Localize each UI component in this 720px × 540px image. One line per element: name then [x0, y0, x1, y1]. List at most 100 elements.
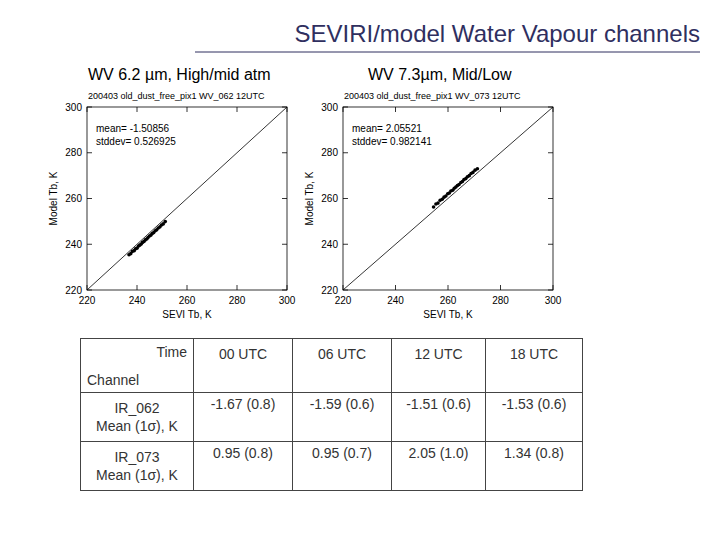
x-tick-top — [395, 107, 396, 112]
row-label-line: IR_073 — [85, 448, 189, 466]
x-tick-label: 300 — [279, 295, 296, 306]
x-axis-label: SEVI Tb, K — [423, 309, 473, 320]
y-axis-label: Model Tb, K — [48, 171, 59, 225]
summary-table: Time Channel00 UTC06 UTC12 UTC18 UTC IR_06… — [80, 338, 583, 491]
y-tick-label: 220 — [321, 285, 338, 296]
x-tick-top — [237, 107, 238, 112]
annotation: mean= 2.05521 — [352, 123, 422, 134]
corner-time: Time — [81, 343, 193, 361]
plot-area — [343, 107, 553, 290]
y-tick-right — [282, 152, 287, 153]
y-axis-label: Model Tb, K — [304, 171, 315, 225]
x-tick-top — [187, 107, 188, 112]
y-tick-label: 300 — [321, 102, 338, 113]
x-tick-label: 300 — [545, 295, 562, 306]
annotation: mean= -1.50856 — [96, 123, 170, 134]
table-cell: 1.34 (0.8) — [486, 442, 583, 491]
panel-title: WV 7.3µm, Mid/Low — [368, 66, 512, 83]
x-tick — [448, 285, 449, 290]
x-axis-label: SEVI Tb, K — [162, 309, 212, 320]
y-tick-right — [282, 244, 287, 245]
column-header: 18 UTC — [486, 339, 583, 393]
x-tick-label: 280 — [492, 295, 509, 306]
x-tick-label: 260 — [179, 295, 196, 306]
table-cell: -1.59 (0.6) — [293, 393, 392, 442]
y-tick-right — [548, 244, 553, 245]
y-tick — [343, 198, 348, 199]
title-rule — [195, 52, 700, 53]
y-tick-right — [282, 198, 287, 199]
row-label-line: Mean (1σ), K — [85, 466, 189, 484]
header-row: Time Channel00 UTC06 UTC12 UTC18 UTC — [81, 339, 583, 393]
x-tick — [237, 285, 238, 290]
x-tick — [187, 285, 188, 290]
y-tick-label: 240 — [321, 239, 338, 250]
y-tick — [343, 244, 348, 245]
data-row: IR_062Mean (1σ), K-1.67 (0.8)-1.59 (0.6)… — [81, 393, 583, 442]
x-tick-label: 240 — [129, 295, 146, 306]
one-to-one-line — [343, 107, 553, 290]
y-tick — [87, 198, 92, 199]
x-tick-label: 220 — [79, 295, 96, 306]
x-tick — [395, 285, 396, 290]
y-tick — [343, 107, 348, 108]
y-tick-right — [548, 198, 553, 199]
plot-frame — [87, 107, 287, 290]
y-tick — [87, 107, 92, 108]
x-tick-top — [343, 107, 344, 112]
y-tick-right — [282, 290, 287, 291]
row-label: IR_073Mean (1σ), K — [81, 442, 194, 491]
y-tick-label: 280 — [321, 147, 338, 158]
chart-subtitle: 200403 old_dust_free_pix1 WV_073 12UTC — [344, 91, 521, 101]
panel-title: WV 6.2 µm, High/mid atm — [88, 66, 271, 83]
y-tick — [343, 152, 348, 153]
chart: WV 6.2 µm, High/mid atm 200403 old_dust_f… — [48, 66, 296, 320]
y-tick-right — [548, 152, 553, 153]
x-tick-label: 260 — [440, 295, 457, 306]
x-tick-top — [500, 107, 501, 112]
column-header: 00 UTC — [194, 339, 293, 393]
corner-cell: Time Channel — [81, 339, 194, 393]
column-header: 06 UTC — [293, 339, 392, 393]
x-tick — [137, 285, 138, 290]
chart: WV 7.3µm, Mid/Low 200403 old_dust_free_pi… — [304, 66, 562, 320]
x-tick-top — [87, 107, 88, 112]
x-tick — [500, 285, 501, 290]
chart-subtitle: 200403 old_dust_free_pix1 WV_062 12UTC — [88, 91, 265, 101]
annotation: stddev= 0.982141 — [352, 136, 432, 147]
table-cell: 0.95 (0.7) — [293, 442, 392, 491]
y-tick — [87, 152, 92, 153]
row-label: IR_062Mean (1σ), K — [81, 393, 194, 442]
plot-area — [87, 107, 287, 290]
table-cell: 0.95 (0.8) — [194, 442, 293, 491]
x-tick-label: 240 — [387, 295, 404, 306]
scatter-point — [476, 167, 480, 171]
y-tick-label: 240 — [65, 239, 82, 250]
y-tick-label: 260 — [321, 193, 338, 204]
column-header: 12 UTC — [392, 339, 486, 393]
scatter-point — [163, 220, 167, 224]
slide-title: SEVIRI/model Water Vapour channels — [294, 20, 700, 47]
one-to-one-line — [87, 107, 287, 290]
scatter-point — [432, 205, 436, 209]
x-tick — [287, 285, 288, 290]
corner-channel: Channel — [81, 371, 193, 389]
x-tick-label: 220 — [335, 295, 352, 306]
x-tick-top — [137, 107, 138, 112]
plot-frame — [343, 107, 553, 290]
row-label-line: IR_062 — [85, 399, 189, 417]
annotation: stddev= 0.526925 — [96, 136, 176, 147]
y-tick-right — [548, 290, 553, 291]
y-tick-label: 260 — [65, 193, 82, 204]
table-cell: -1.51 (0.6) — [392, 393, 486, 442]
y-tick-label: 220 — [65, 285, 82, 296]
table-cell: -1.53 (0.6) — [486, 393, 583, 442]
x-tick-label: 280 — [229, 295, 246, 306]
data-row: IR_073Mean (1σ), K0.95 (0.8)0.95 (0.7)2.… — [81, 442, 583, 491]
row-label-line: Mean (1σ), K — [85, 417, 189, 435]
y-tick-label: 300 — [65, 102, 82, 113]
table-cell: 2.05 (1.0) — [392, 442, 486, 491]
y-tick-label: 280 — [65, 147, 82, 158]
y-tick — [87, 244, 92, 245]
table-cell: -1.67 (0.8) — [194, 393, 293, 442]
